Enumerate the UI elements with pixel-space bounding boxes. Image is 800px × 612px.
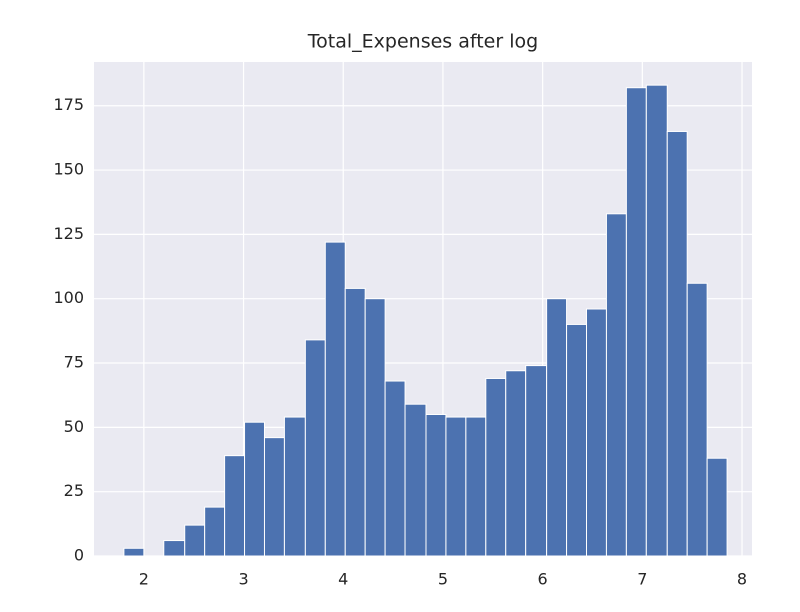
x-tick-label: 8: [737, 570, 747, 589]
bar: [123, 547, 145, 557]
x-tick-label: 7: [637, 570, 647, 589]
chart-title: Total_Expenses after log: [307, 31, 538, 53]
y-tick-label: 75: [64, 353, 84, 372]
bar: [525, 365, 548, 557]
x-tick-label: 5: [438, 570, 448, 589]
y-tick-label: 150: [53, 160, 84, 179]
bar: [586, 308, 607, 557]
y-tick-label: 175: [53, 95, 84, 114]
x-tick-label: 3: [238, 570, 248, 589]
bar: [666, 130, 688, 557]
bar: [244, 421, 265, 557]
bar: [384, 380, 406, 557]
bar: [283, 416, 306, 557]
x-tick-label: 6: [538, 570, 548, 589]
bar: [706, 457, 728, 557]
bar: [605, 213, 627, 557]
y-tick-label: 0: [74, 546, 84, 565]
bar: [344, 287, 366, 557]
bar: [184, 524, 206, 557]
bar: [425, 413, 447, 557]
bar: [163, 540, 186, 557]
y-tick-label: 25: [64, 481, 84, 500]
bar: [263, 437, 285, 557]
bar: [465, 416, 487, 557]
y-tick-label: 125: [53, 224, 84, 243]
x-tick-label: 4: [338, 570, 348, 589]
bar: [546, 298, 568, 557]
bar: [324, 241, 346, 557]
bar: [204, 506, 226, 557]
bar: [505, 370, 527, 557]
bar: [304, 339, 326, 557]
bar: [224, 455, 246, 557]
x-tick-label: 2: [139, 570, 149, 589]
y-tick-label: 50: [64, 417, 84, 436]
bar: [566, 323, 588, 557]
bar: [485, 377, 507, 557]
bar: [404, 403, 427, 557]
bar: [445, 416, 467, 557]
bar: [645, 84, 668, 557]
bar: [364, 298, 386, 557]
y-tick-label: 100: [53, 288, 84, 307]
bar: [686, 282, 708, 557]
bar: [625, 87, 647, 557]
